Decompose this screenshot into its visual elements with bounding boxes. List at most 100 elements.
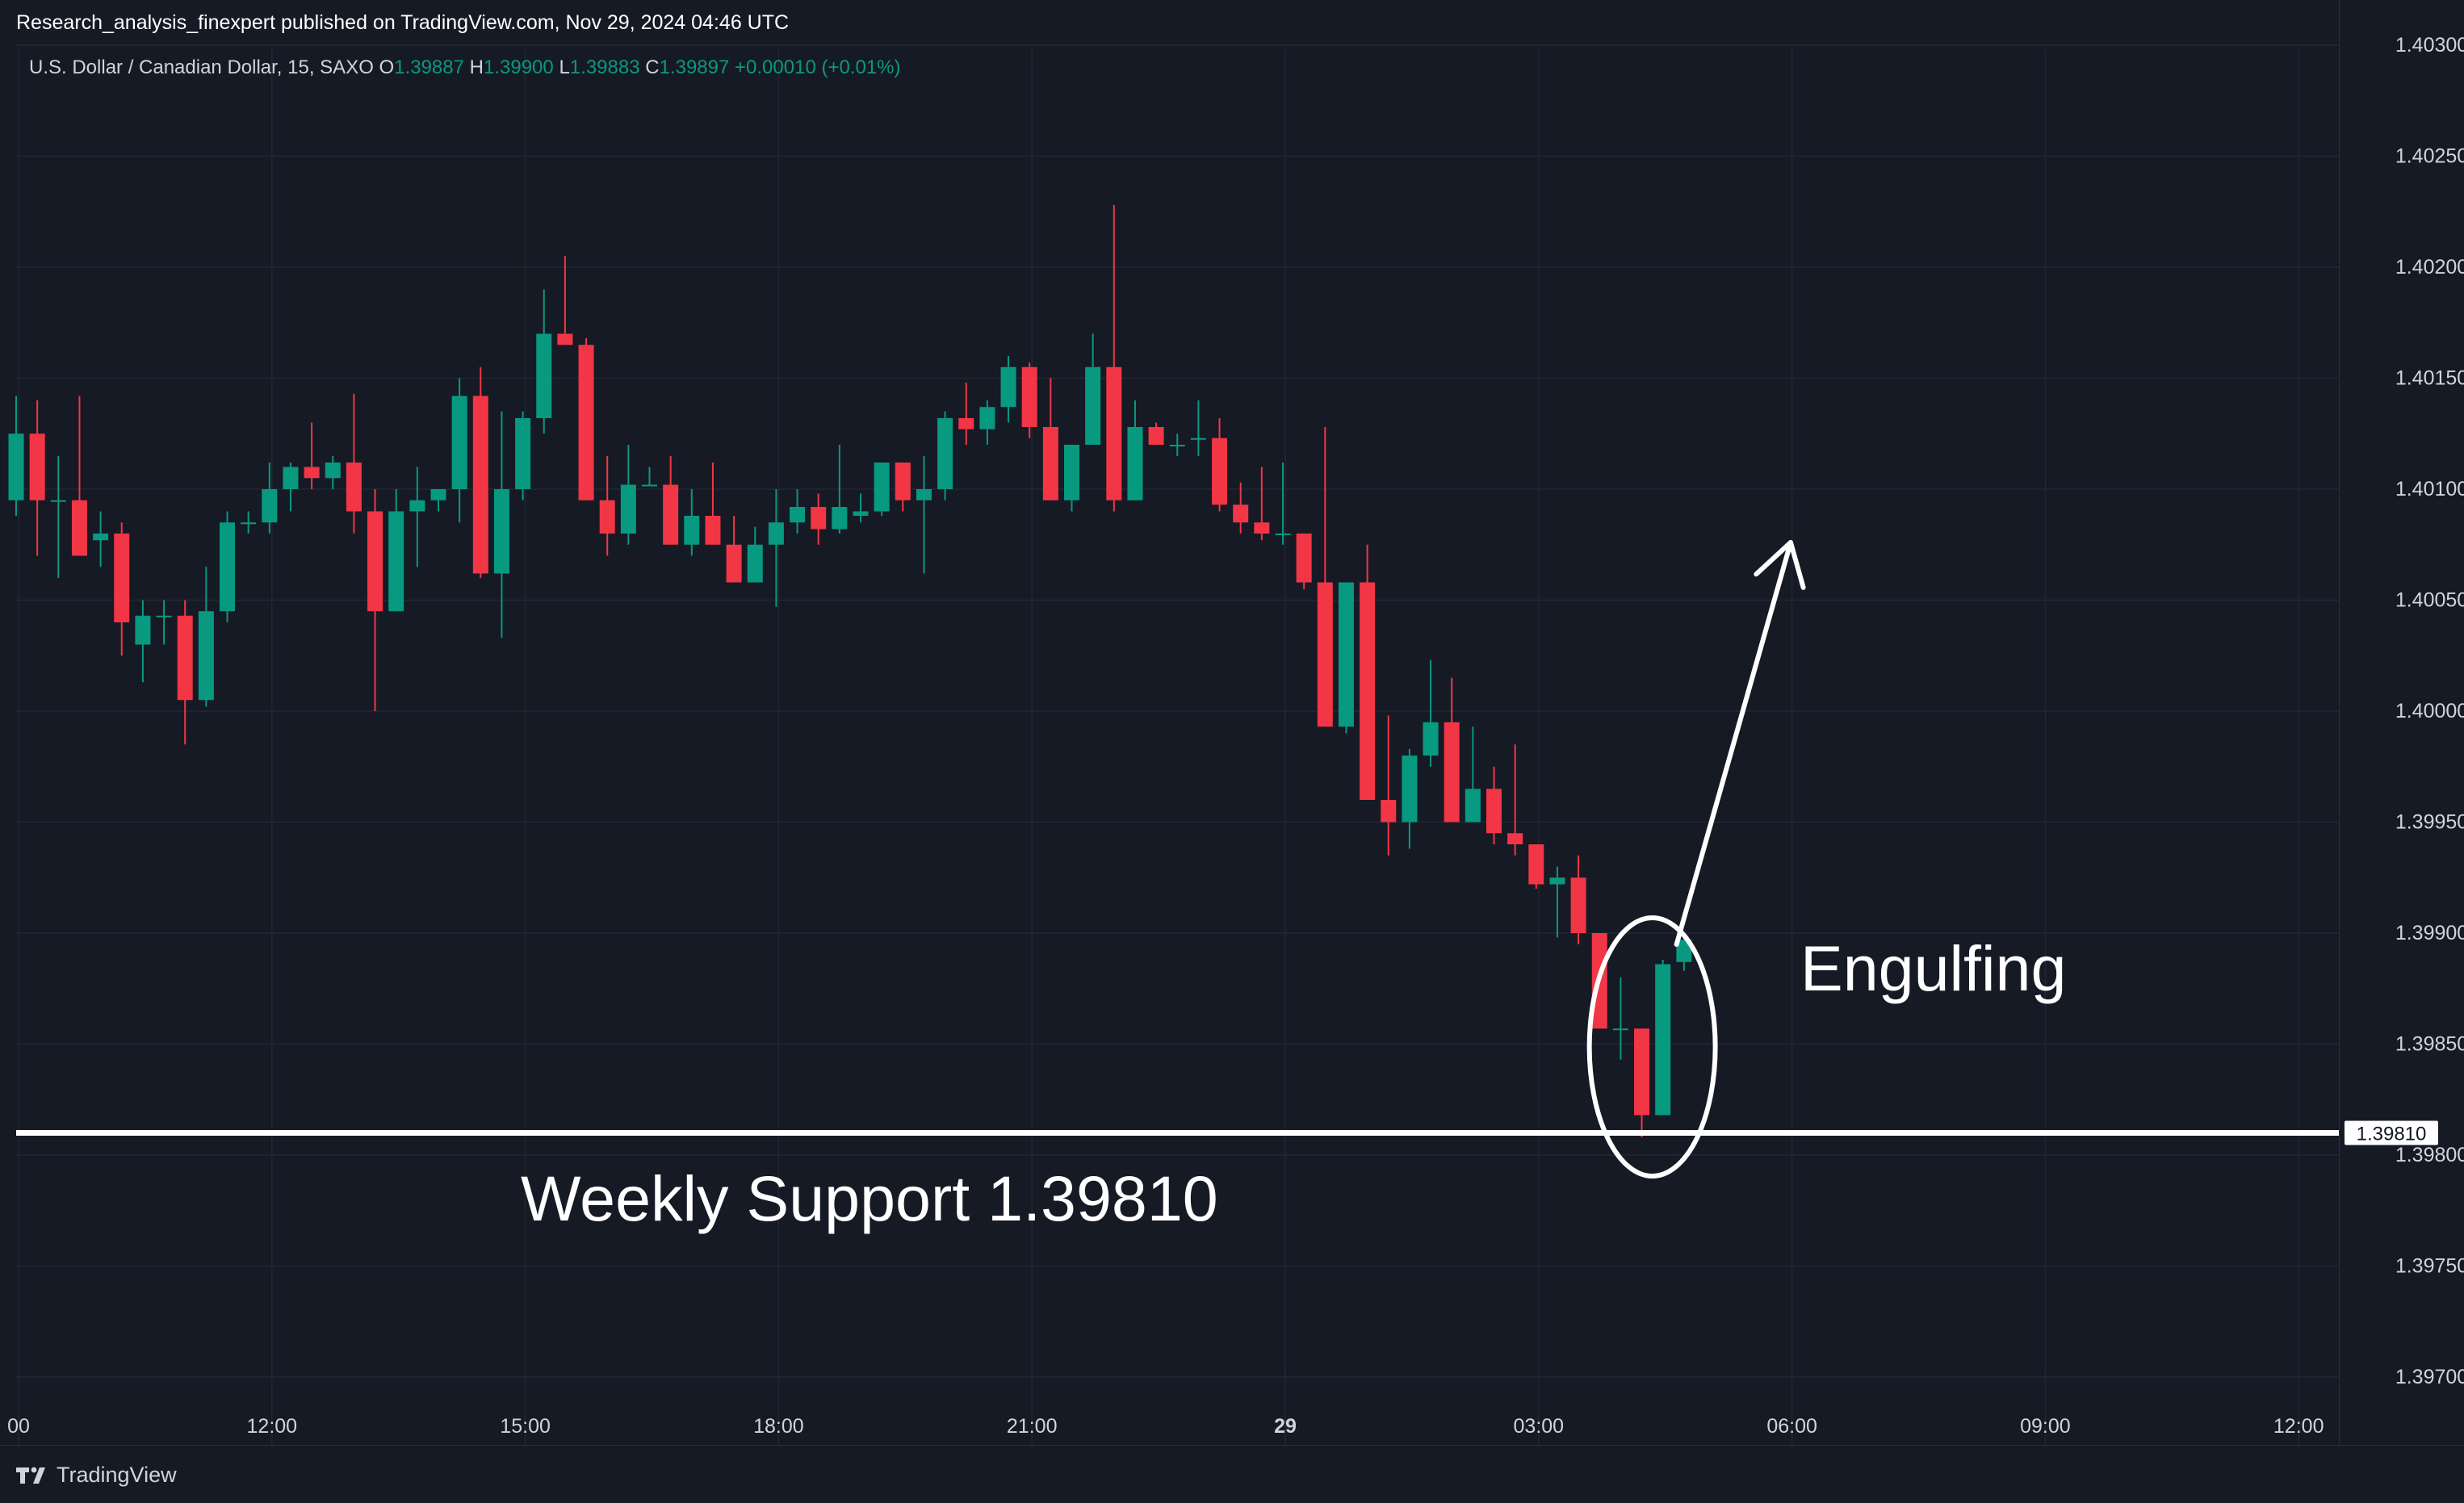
candle-bullish bbox=[916, 455, 932, 574]
candle-bullish bbox=[1190, 400, 1206, 456]
price-tick-label: 1.40050 bbox=[2395, 589, 2464, 612]
candle-body bbox=[1570, 877, 1586, 933]
candle-body bbox=[1465, 789, 1481, 823]
candle-body bbox=[114, 534, 130, 622]
price-tick-label: 1.39800 bbox=[2395, 1144, 2464, 1166]
time-axis[interactable]: 00 12:00 15:00 18:00 21:00 29 03:00 06:00 09:00 1… bbox=[7, 1415, 2324, 1438]
time-tick-label: 00 bbox=[7, 1415, 30, 1438]
open-value: 1.39887 bbox=[394, 57, 464, 78]
publisher-text: Research_analysis_finexpert published on… bbox=[16, 11, 790, 34]
candle-bullish bbox=[1275, 463, 1291, 545]
candle-body bbox=[346, 463, 362, 512]
candle-body bbox=[1402, 756, 1418, 823]
candle-bearish bbox=[1212, 418, 1228, 512]
candle-bullish bbox=[1402, 748, 1418, 849]
candle-bullish bbox=[1423, 659, 1439, 767]
candle-bearish bbox=[1296, 534, 1312, 589]
candle-body bbox=[578, 345, 594, 500]
candle-bearish bbox=[599, 455, 615, 556]
candle-bearish bbox=[367, 489, 383, 711]
price-tick-label: 1.39850 bbox=[2395, 1033, 2464, 1056]
candle-bullish bbox=[747, 526, 763, 583]
candle-bullish bbox=[283, 463, 299, 512]
candle-body bbox=[1021, 366, 1037, 427]
candle-body bbox=[1233, 504, 1249, 523]
engulfing-highlight-ellipse bbox=[1586, 915, 1718, 1179]
time-tick-label: 21:00 bbox=[1007, 1415, 1058, 1438]
candle-body bbox=[241, 522, 257, 525]
high-label: H bbox=[469, 57, 484, 78]
candle-bearish bbox=[114, 522, 130, 656]
candle-bullish bbox=[388, 489, 404, 612]
candle-bearish bbox=[705, 463, 721, 545]
candle-body bbox=[1169, 445, 1185, 446]
candle-bullish bbox=[50, 455, 66, 578]
candle-bearish bbox=[472, 366, 488, 578]
time-tick-label: 09:00 bbox=[2020, 1415, 2071, 1438]
candle-body bbox=[135, 615, 151, 645]
candle-bullish bbox=[937, 411, 953, 500]
footer-bar: TradingView bbox=[0, 1453, 2464, 1503]
candle-body bbox=[1444, 722, 1460, 823]
candle-bearish bbox=[726, 516, 742, 583]
candle-bearish bbox=[1486, 766, 1502, 844]
time-tick-label: 03:00 bbox=[1514, 1415, 1565, 1438]
candle-bullish bbox=[493, 411, 509, 638]
candle-body bbox=[1042, 427, 1058, 500]
candle-bearish bbox=[811, 493, 827, 545]
candle-body bbox=[515, 418, 531, 489]
candles bbox=[8, 205, 1692, 1137]
candle-body bbox=[705, 516, 721, 545]
price-axis[interactable]: 1.39700 1.39750 1.39800 1.39850 1.39900 1.399… bbox=[2395, 34, 2464, 1388]
candle-bullish bbox=[642, 467, 657, 487]
candle-body bbox=[472, 396, 488, 574]
candle-bearish bbox=[663, 455, 679, 545]
candle-bullish bbox=[790, 489, 806, 534]
candle-bullish bbox=[768, 489, 784, 607]
candle-body bbox=[1064, 445, 1079, 500]
tradingview-logo[interactable]: TradingView bbox=[16, 1463, 177, 1488]
candle-body bbox=[451, 396, 467, 489]
candle-body bbox=[1275, 534, 1291, 535]
candle-body bbox=[1655, 964, 1671, 1116]
support-annotation: Weekly Support 1.39810 bbox=[521, 1162, 1218, 1234]
candle-body bbox=[1381, 800, 1397, 823]
candle-body bbox=[599, 500, 615, 534]
candle-bullish bbox=[1655, 960, 1671, 1116]
time-tick-label: 18:00 bbox=[753, 1415, 804, 1438]
time-axis-border bbox=[0, 1445, 2464, 1446]
candle-bearish bbox=[1148, 422, 1164, 445]
candle-body bbox=[1360, 582, 1376, 800]
price-tick-label: 1.40250 bbox=[2395, 145, 2464, 168]
candle-body bbox=[1148, 427, 1164, 445]
open-label: O bbox=[379, 57, 395, 78]
candle-body bbox=[1085, 366, 1101, 445]
price-tick-label: 1.40300 bbox=[2395, 34, 2464, 57]
candle-bullish bbox=[135, 600, 151, 683]
price-tick-label: 1.40200 bbox=[2395, 256, 2464, 278]
support-price-label: 1.39810 bbox=[2357, 1124, 2427, 1145]
candle-body bbox=[958, 418, 974, 429]
candle-body bbox=[1212, 438, 1228, 505]
price-tick-label: 1.39950 bbox=[2395, 811, 2464, 834]
support-line-group: 1.39810 bbox=[16, 1119, 2440, 1147]
candle-body bbox=[916, 489, 932, 500]
candle-body bbox=[388, 511, 404, 612]
candle-bearish bbox=[1317, 427, 1333, 727]
tradingview-icon bbox=[16, 1467, 45, 1484]
candle-body bbox=[747, 544, 763, 583]
candle-body bbox=[620, 484, 636, 534]
candle-body bbox=[1190, 438, 1206, 440]
candle-body bbox=[1106, 366, 1122, 500]
candle-body bbox=[1676, 940, 1692, 962]
candle-bearish bbox=[346, 393, 362, 534]
candle-bullish bbox=[536, 289, 552, 434]
candle-bullish bbox=[198, 567, 214, 707]
candle-body bbox=[262, 489, 278, 523]
candle-bullish bbox=[1465, 726, 1481, 823]
candle-body bbox=[557, 333, 573, 345]
candle-bullish bbox=[1085, 333, 1101, 445]
candle-bearish bbox=[1381, 715, 1397, 856]
candle-body bbox=[71, 500, 87, 556]
